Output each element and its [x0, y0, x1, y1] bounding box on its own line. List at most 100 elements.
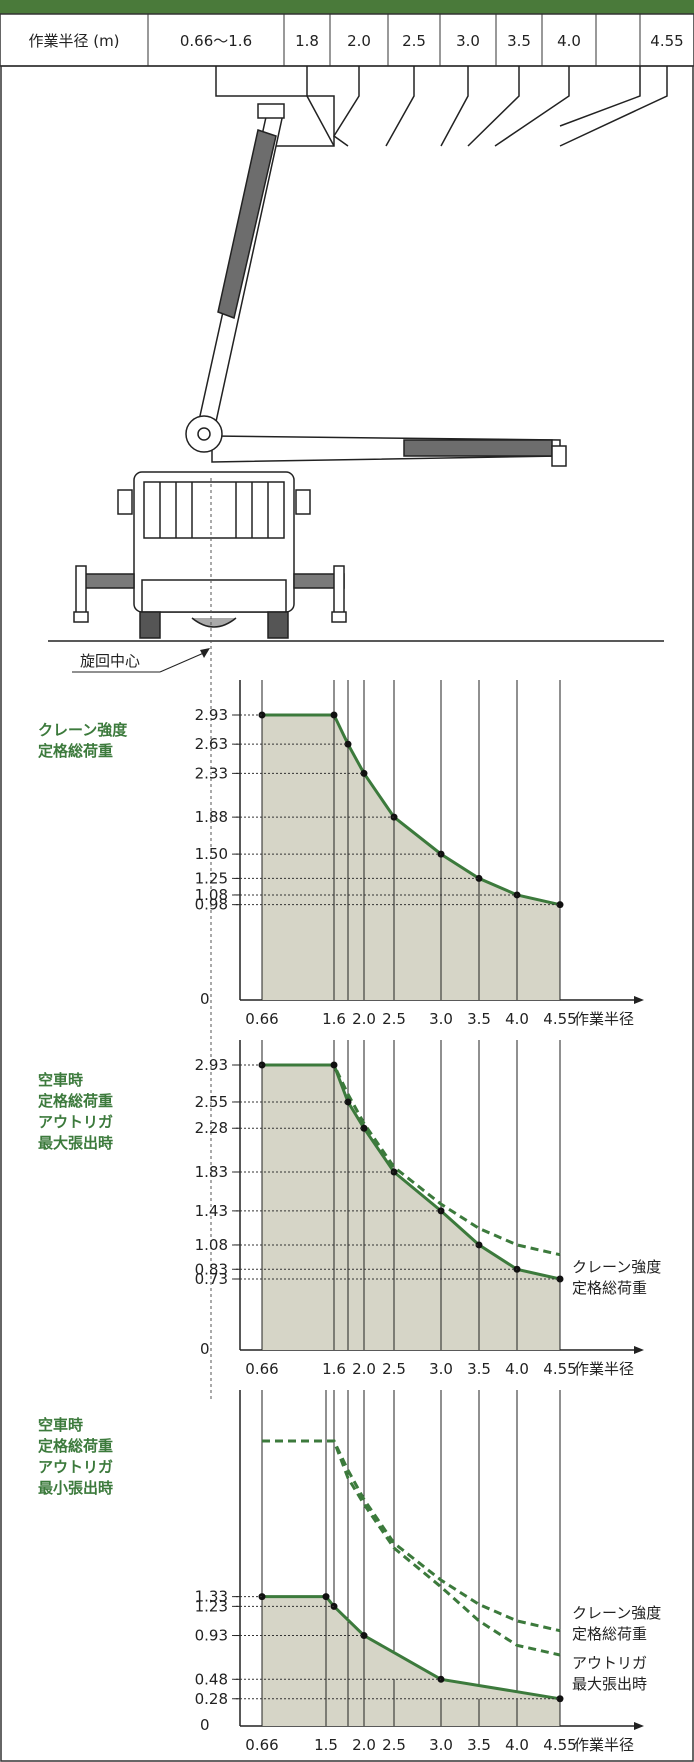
chart-2-zero-label: 0: [200, 1716, 210, 1734]
header-radius-2: 2.0: [347, 32, 371, 50]
chart-1-x-label-4: 3.0: [429, 1360, 453, 1378]
chart-0-x-label-0: 0.66: [245, 1010, 278, 1028]
chart-2-point-5: [556, 1695, 564, 1703]
header-radius-7: 4.55: [650, 32, 683, 50]
chart-2-x-label-1: 1.5: [314, 1736, 338, 1754]
rotation-center-label: 旋回中心: [80, 652, 140, 670]
chart-2-x-label-5: 3.5: [467, 1736, 491, 1754]
chart-0-x-label-1: 1.6: [322, 1010, 346, 1028]
chart-2-x-label-4: 3.0: [429, 1736, 453, 1754]
chart-2-y-label-2: 0.93: [195, 1627, 228, 1645]
chart-2-y-label-4: 0.28: [195, 1690, 228, 1708]
chart-0-y-label-6: 1.08: [195, 886, 228, 904]
chart-1-point-3: [360, 1124, 368, 1132]
chart-0-y-label-4: 1.50: [195, 845, 228, 863]
chart-2-y-label-1: 1.23: [195, 1597, 228, 1615]
chart-1-x-axis-arrow: [634, 1346, 644, 1354]
chart-1-note-0-line-0: クレーン強度: [572, 1258, 661, 1276]
header-table: 作業半径 (m) 0.66〜1.6 1.8 2.0 2.5 3.0 3.5 4.…: [0, 13, 694, 67]
chart-0-x-label-2: 2.0: [352, 1010, 376, 1028]
chart-0-y-label-0: 2.93: [195, 706, 228, 724]
chart-0-x-label-4: 3.0: [429, 1010, 453, 1028]
chart-0-point-2: [344, 740, 352, 748]
chart-1-note-0-line-1: 定格総荷重: [572, 1279, 647, 1297]
chart-0-point-1: [330, 711, 338, 719]
chart-1-x-label-2: 2.0: [352, 1360, 376, 1378]
charts-group: クレーン強度定格総荷重02.932.632.331.881.501.251.08…: [38, 680, 661, 1754]
chart-1-y-label-7: 0.73: [195, 1270, 228, 1288]
chart-1-x-axis-title: 作業半径: [574, 1360, 634, 1378]
chart-0-title-line-0: クレーン強度: [38, 721, 128, 739]
chart-2-y-label-3: 0.48: [195, 1670, 228, 1688]
chart-2-point-1: [322, 1593, 330, 1601]
header-radius-3: 2.5: [402, 32, 426, 50]
chart-0-title-line-1: 定格総荷重: [38, 742, 113, 760]
chart-1-point-6: [475, 1241, 483, 1249]
chart-0-point-8: [556, 901, 564, 909]
chart-1-y-label-6: 0.83: [195, 1260, 228, 1278]
chart-0-point-3: [360, 769, 368, 777]
chart-0-area: [262, 715, 560, 1000]
chart-2-note-1-line-1: 最大張出時: [572, 1675, 647, 1693]
chart-2-load-curve: [262, 1595, 561, 1701]
chart-1-y-label-1: 2.55: [195, 1093, 228, 1111]
chart-1-title-line-1: 定格総荷重: [38, 1092, 113, 1110]
chart-0-y-label-5: 1.25: [195, 869, 228, 887]
rotation-center-arrow: [159, 651, 207, 673]
chart-1-x-label-3: 2.5: [382, 1360, 406, 1378]
radius-brackets: [215, 66, 668, 147]
header-radius-1: 1.8: [295, 32, 319, 50]
chart-1-x-label-7: 4.55: [543, 1360, 576, 1378]
chart-1-title-line-2: アウトリガ: [38, 1113, 113, 1131]
rotation-center-arrow-head: [200, 648, 210, 658]
header-radius-5: 3.5: [507, 32, 531, 50]
chart-1-y-label-4: 1.43: [195, 1202, 228, 1220]
header-radius-0: 0.66〜1.6: [180, 32, 252, 50]
chart-2-note-0-line-1: 定格総荷重: [572, 1625, 647, 1643]
chart-2-title-line-3: 最小張出時: [38, 1479, 113, 1497]
header-radius-4: 3.0: [456, 32, 480, 50]
chart-0-x-label-7: 4.55: [543, 1010, 576, 1028]
chart-2-x-axis-title: 作業半径: [574, 1736, 634, 1754]
chart-panel-2: 空車時定格総荷重アウトリガ最小張出時01.331.230.930.480.280…: [38, 1390, 661, 1754]
chart-2-x-label-7: 4.55: [543, 1736, 576, 1754]
chart-1-x-label-0: 0.66: [245, 1360, 278, 1378]
chart-2-title-line-2: アウトリガ: [38, 1458, 113, 1476]
chart-2-note-0-line-0: クレーン強度: [572, 1604, 661, 1622]
chart-1-point-8: [556, 1275, 564, 1283]
chart-0-x-axis-arrow: [634, 996, 644, 1004]
chart-1-y-label-0: 2.93: [195, 1056, 228, 1074]
chart-0-zero-label: 0: [200, 990, 210, 1008]
chart-0-point-6: [475, 874, 483, 882]
chart-1-y-label-3: 1.83: [195, 1163, 228, 1181]
chart-1-x-label-6: 4.0: [505, 1360, 529, 1378]
chart-1-point-1: [330, 1061, 338, 1069]
chart-0-x-label-6: 4.0: [505, 1010, 529, 1028]
chart-2-x-label-2: 2.0: [352, 1736, 376, 1754]
chart-2-title-line-1: 定格総荷重: [38, 1437, 113, 1455]
chart-0-x-label-3: 2.5: [382, 1010, 406, 1028]
chart-1-title-line-0: 空車時: [38, 1071, 83, 1089]
chart-2-x-label-3: 2.5: [382, 1736, 406, 1754]
chart-1-x-label-5: 3.5: [467, 1360, 491, 1378]
chart-1-title-line-3: 最大張出時: [38, 1134, 113, 1152]
chart-0-x-label-5: 3.5: [467, 1010, 491, 1028]
chart-2-y-label-0: 1.33: [195, 1588, 228, 1606]
chart-0-y-label-7: 0.98: [195, 896, 228, 914]
chart-2-point-3: [360, 1632, 368, 1640]
chart-2-area: [262, 1596, 560, 1726]
chart-2-note-1-line-0: アウトリガ: [572, 1654, 647, 1672]
chart-1-x-label-1: 1.6: [322, 1360, 346, 1378]
chart-1-zero-label: 0: [200, 1340, 210, 1358]
header-label: 作業半径 (m): [28, 32, 119, 50]
chart-2-title-line-0: 空車時: [38, 1416, 83, 1434]
chart-1-area: [262, 1065, 560, 1350]
chart-0-y-label-3: 1.88: [195, 808, 228, 826]
chart-2-reference-curve-1: [262, 1439, 561, 1657]
chart-1-point-2: [344, 1098, 352, 1106]
chart-1-y-label-5: 1.08: [195, 1236, 228, 1254]
header-radius-6: 4.0: [557, 32, 581, 50]
chart-0-y-label-1: 2.63: [195, 735, 228, 753]
